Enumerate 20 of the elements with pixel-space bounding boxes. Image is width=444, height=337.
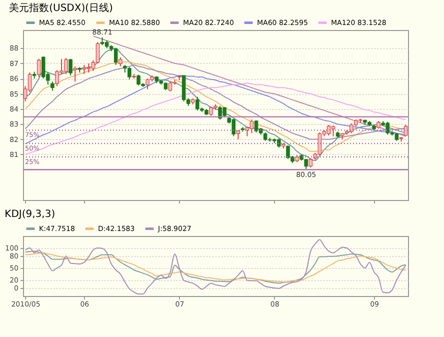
candlestick (114, 48, 118, 66)
line-series (24, 64, 406, 140)
candlestick (50, 81, 54, 92)
line-series (92, 36, 406, 137)
chart-title: 美元指数(USDX)(日线) (9, 2, 114, 14)
candlestick (182, 75, 186, 102)
candlestick (36, 58, 41, 78)
candlestick (73, 66, 77, 82)
chart-title: KDJ(9,3,3) (4, 209, 56, 220)
candlestick (68, 58, 72, 76)
candlestick (250, 119, 254, 134)
line-series (24, 239, 406, 294)
line-series (24, 82, 406, 155)
candlestick (254, 120, 258, 133)
candlestick (168, 81, 172, 92)
candlestick (118, 56, 122, 67)
candlestick (308, 158, 313, 168)
candlestick (236, 130, 240, 140)
line-series (24, 75, 406, 144)
candlestick (82, 64, 86, 75)
